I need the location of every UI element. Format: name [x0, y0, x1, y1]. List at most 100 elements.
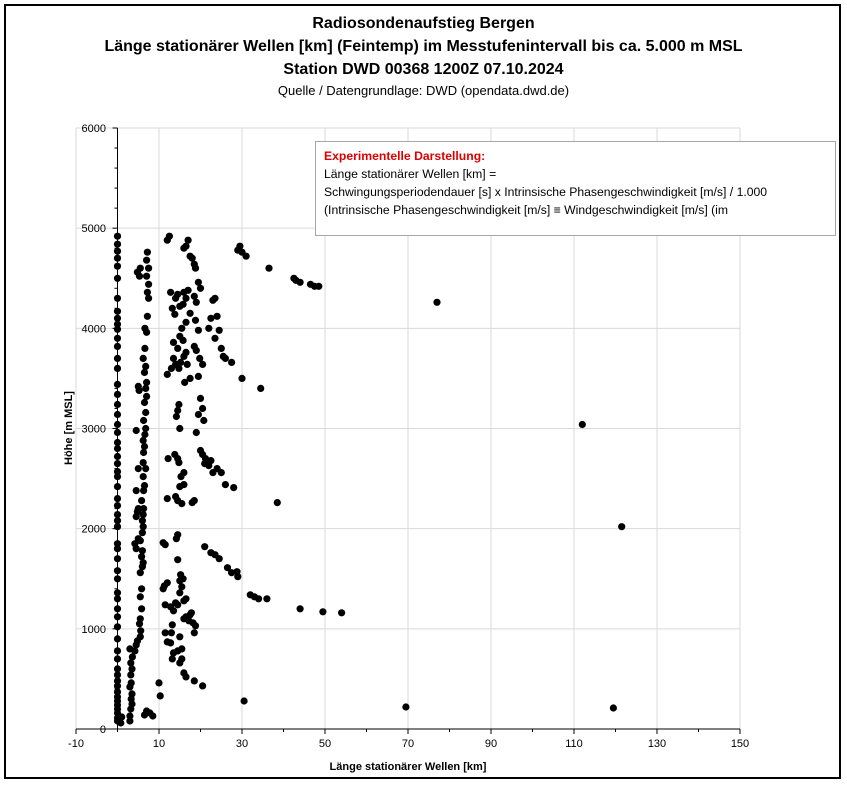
data-point [221, 481, 229, 489]
data-point [242, 252, 250, 260]
data-point [149, 712, 157, 720]
data-point [174, 455, 182, 463]
data-point [179, 575, 187, 583]
data-point [161, 629, 169, 637]
data-point [168, 655, 176, 663]
data-point [217, 469, 225, 477]
data-point [113, 693, 122, 701]
data-point [156, 692, 164, 700]
data-point [609, 704, 618, 712]
x-tick-label: -10 [68, 738, 84, 750]
data-point [178, 655, 186, 663]
data-point [178, 324, 186, 332]
data-point [136, 264, 144, 272]
data-point [163, 495, 171, 503]
data-point [273, 499, 281, 507]
data-point [113, 495, 122, 503]
data-point [113, 655, 122, 663]
data-point [140, 398, 149, 407]
data-point [176, 302, 184, 310]
data-point [113, 307, 122, 315]
data-point [296, 278, 304, 286]
data-point [177, 358, 185, 366]
data-point [402, 703, 410, 711]
data-point [113, 254, 122, 262]
data-point [126, 712, 134, 720]
data-point [113, 314, 122, 322]
data-point [145, 280, 153, 288]
x-tick-label: 130 [648, 738, 666, 750]
data-point [196, 354, 204, 362]
data-point [142, 424, 150, 433]
data-point [257, 384, 265, 392]
data-point [215, 555, 223, 563]
data-point [263, 595, 271, 603]
data-point [143, 272, 151, 280]
data-point [296, 605, 304, 613]
data-point [113, 390, 122, 398]
data-point [215, 326, 223, 334]
data-point [140, 416, 148, 425]
data-point [238, 374, 246, 382]
chart-frame [4, 4, 841, 779]
data-point [236, 242, 244, 250]
data-point [140, 448, 148, 457]
data-point [140, 482, 149, 490]
data-point [145, 294, 153, 302]
data-point [140, 368, 149, 376]
data-point [135, 386, 143, 394]
data-point [139, 436, 147, 445]
data-point [174, 531, 182, 539]
data-point [113, 460, 122, 468]
data-points [113, 232, 626, 727]
data-point [128, 653, 136, 661]
data-point [176, 633, 184, 641]
data-point [181, 378, 189, 386]
data-point [199, 404, 207, 413]
data-point [113, 540, 122, 548]
data-point [174, 290, 182, 298]
data-point [138, 547, 146, 555]
data-point [184, 286, 192, 294]
data-point [113, 247, 122, 255]
data-point [194, 372, 202, 380]
data-point [141, 430, 149, 439]
data-point [113, 671, 122, 679]
data-point [127, 659, 135, 667]
data-point [199, 360, 207, 368]
data-point [205, 324, 213, 332]
data-point [143, 288, 151, 296]
data-point [113, 428, 122, 437]
data-point [433, 298, 441, 306]
y-tick-label: 3000 [82, 424, 106, 436]
data-point [180, 469, 188, 477]
data-point [191, 622, 200, 630]
data-point [618, 523, 626, 531]
data-point [228, 569, 236, 577]
x-tick-label: 10 [153, 738, 165, 750]
chart-title-line-1: Radiosondenaufstieg Bergen [312, 15, 535, 32]
data-point [207, 314, 215, 322]
data-point [192, 298, 200, 306]
data-point [182, 318, 190, 326]
x-tick-label: 30 [236, 738, 248, 750]
data-point [163, 370, 171, 378]
data-point [167, 639, 175, 647]
data-point [143, 256, 151, 264]
data-point [178, 583, 186, 591]
y-tick-label: 5000 [82, 223, 106, 235]
data-point [113, 523, 122, 531]
data-point [196, 284, 205, 292]
data-point [194, 278, 202, 286]
data-point [113, 517, 122, 525]
data-point [161, 601, 169, 609]
data-point [113, 647, 122, 655]
data-point [113, 438, 122, 447]
data-point [113, 567, 122, 575]
data-point [207, 457, 215, 465]
data-point [171, 310, 179, 318]
data-point [221, 354, 229, 362]
data-point [163, 579, 171, 587]
data-point [142, 465, 150, 473]
chart-title-line-2: Länge stationärer Wellen [km] (Feintemp)… [104, 38, 743, 55]
